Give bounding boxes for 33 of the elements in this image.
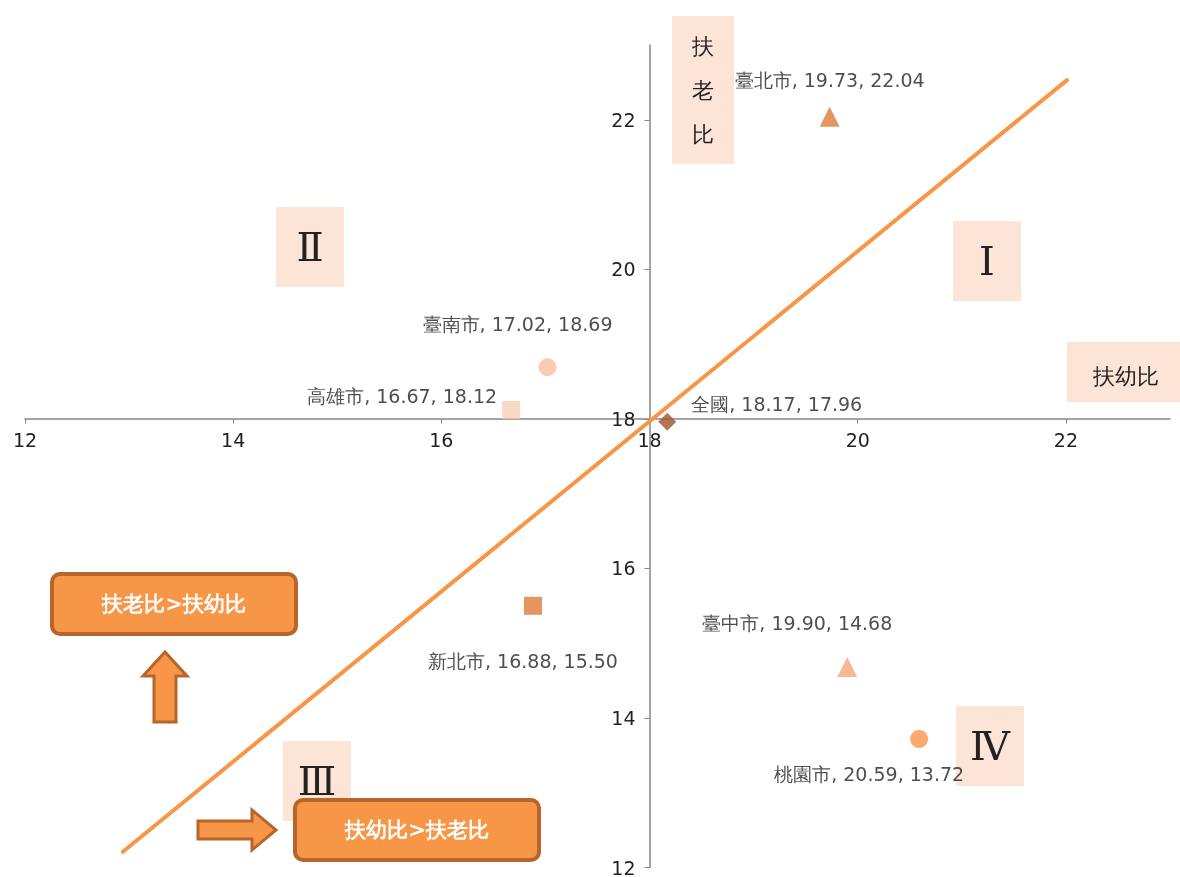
x-tick-label: 22	[1053, 429, 1078, 452]
x-tick-label: 20	[845, 429, 870, 452]
y-tick-label: 20	[611, 258, 636, 281]
data-label: 臺南市, 17.02, 18.69	[422, 312, 613, 335]
point	[502, 400, 521, 419]
data-label: 全國, 18.17, 17.96	[691, 392, 863, 415]
y-tick-label: 22	[611, 108, 636, 131]
callout-box: 扶老比>扶幼比	[50, 572, 298, 636]
y-tick-label: 18	[611, 407, 636, 430]
y-tick-label: 16	[611, 557, 636, 580]
data-label: 新北市, 16.88, 15.50	[427, 650, 618, 673]
point	[837, 657, 858, 678]
annotation: Ⅱ	[296, 224, 324, 270]
data-label: 桃園市, 20.59, 13.72	[774, 763, 965, 786]
y-tick-label: 14	[611, 706, 636, 729]
x-tick-label: 12	[12, 429, 38, 452]
y-axis-title: 扶老比	[691, 33, 714, 147]
data-label: 高雄市, 16.67, 18.12	[307, 384, 498, 407]
x-tick-label: 14	[221, 429, 246, 452]
annotation: Ⅳ	[970, 723, 1012, 769]
point	[523, 596, 542, 615]
point	[819, 106, 840, 127]
data-label: 臺北市, 19.73, 22.04	[734, 69, 925, 92]
y-tick-label: 12	[611, 856, 636, 877]
point	[538, 358, 557, 377]
x-axis-title: 扶幼比	[1092, 363, 1159, 389]
annotation: Ⅰ	[979, 238, 995, 284]
data-label: 臺中市, 19.90, 14.68	[702, 611, 893, 634]
callout-box: 扶幼比>扶老比	[293, 798, 541, 862]
x-tick-label: 16	[429, 429, 454, 452]
point	[910, 729, 929, 748]
x-tick-label: 18	[637, 429, 662, 452]
point	[658, 412, 677, 431]
